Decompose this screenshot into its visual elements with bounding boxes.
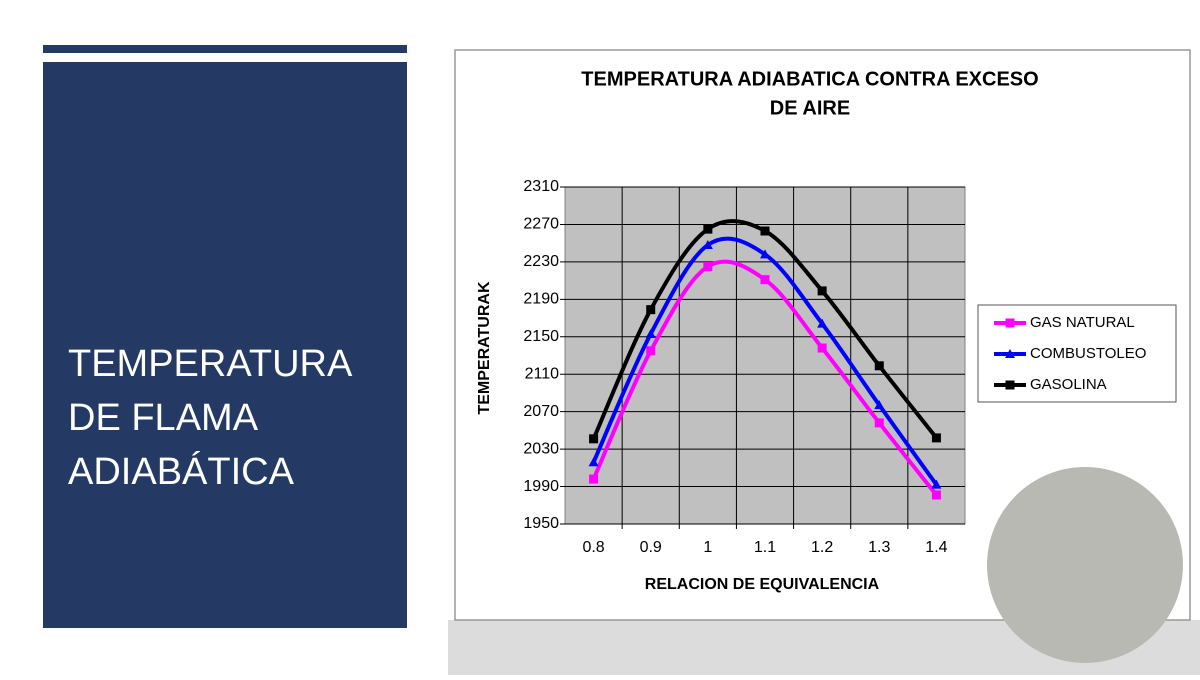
y-tick-label: 2230 — [523, 253, 559, 270]
marker — [1005, 318, 1015, 328]
marker — [760, 249, 770, 259]
chart-title: DE AIRE — [770, 97, 850, 119]
x-tick-label: 0.9 — [640, 539, 662, 556]
marker — [760, 275, 770, 285]
y-tick-label: 2030 — [523, 440, 559, 457]
marker — [646, 346, 656, 356]
marker — [589, 434, 599, 444]
y-tick-label: 2310 — [523, 178, 559, 195]
marker — [874, 418, 884, 428]
x-tick-label: 1.1 — [754, 539, 776, 556]
marker — [817, 318, 828, 328]
marker — [645, 328, 656, 338]
marker — [931, 490, 941, 500]
y-tick-label: 2270 — [523, 216, 559, 233]
marker — [817, 343, 827, 353]
y-tick-label: 1950 — [523, 515, 559, 532]
slide-title: TEMPERATURA — [68, 343, 353, 385]
marker — [1005, 380, 1015, 390]
legend-label: GASOLINA — [1030, 376, 1107, 393]
marker — [588, 457, 599, 467]
marker — [760, 226, 770, 236]
marker — [931, 479, 942, 489]
marker — [874, 361, 884, 371]
marker — [702, 240, 713, 250]
marker — [874, 400, 885, 410]
legend-label: COMBUSTOLEO — [1030, 345, 1146, 362]
marker — [703, 262, 713, 272]
y-tick-label: 2110 — [525, 365, 560, 382]
legend-label: GAS NATURAL — [1030, 314, 1135, 331]
title-panel — [43, 62, 407, 628]
marker — [646, 305, 656, 315]
y-tick-label: 1990 — [523, 478, 559, 495]
marker — [703, 224, 713, 234]
x-tick-label: 1.4 — [925, 539, 947, 556]
x-tick-label: 0.8 — [582, 539, 604, 556]
x-axis-title: RELACION DE EQUIVALENCIA — [645, 576, 880, 593]
chart-title: TEMPERATURA ADIABATICA CONTRA EXCESO — [581, 68, 1038, 90]
marker — [817, 286, 827, 296]
accent-bar — [43, 45, 407, 53]
x-tick-label: 1.2 — [811, 539, 833, 556]
y-tick-label: 2190 — [523, 291, 559, 308]
x-tick-label: 1.3 — [868, 539, 890, 556]
marker — [1005, 349, 1015, 358]
marker — [589, 474, 599, 484]
y-tick-label: 2070 — [523, 403, 559, 420]
slide-title: DE FLAMA — [68, 397, 259, 439]
x-tick-label: 1 — [703, 539, 712, 556]
plot-area — [564, 186, 966, 525]
webcam-overlay — [987, 467, 1183, 663]
y-tick-label: 2150 — [523, 328, 559, 345]
marker — [931, 433, 941, 443]
y-axis-title: TEMPERATURAK — [476, 281, 493, 414]
slide-title: ADIABÁTICA — [68, 450, 295, 493]
